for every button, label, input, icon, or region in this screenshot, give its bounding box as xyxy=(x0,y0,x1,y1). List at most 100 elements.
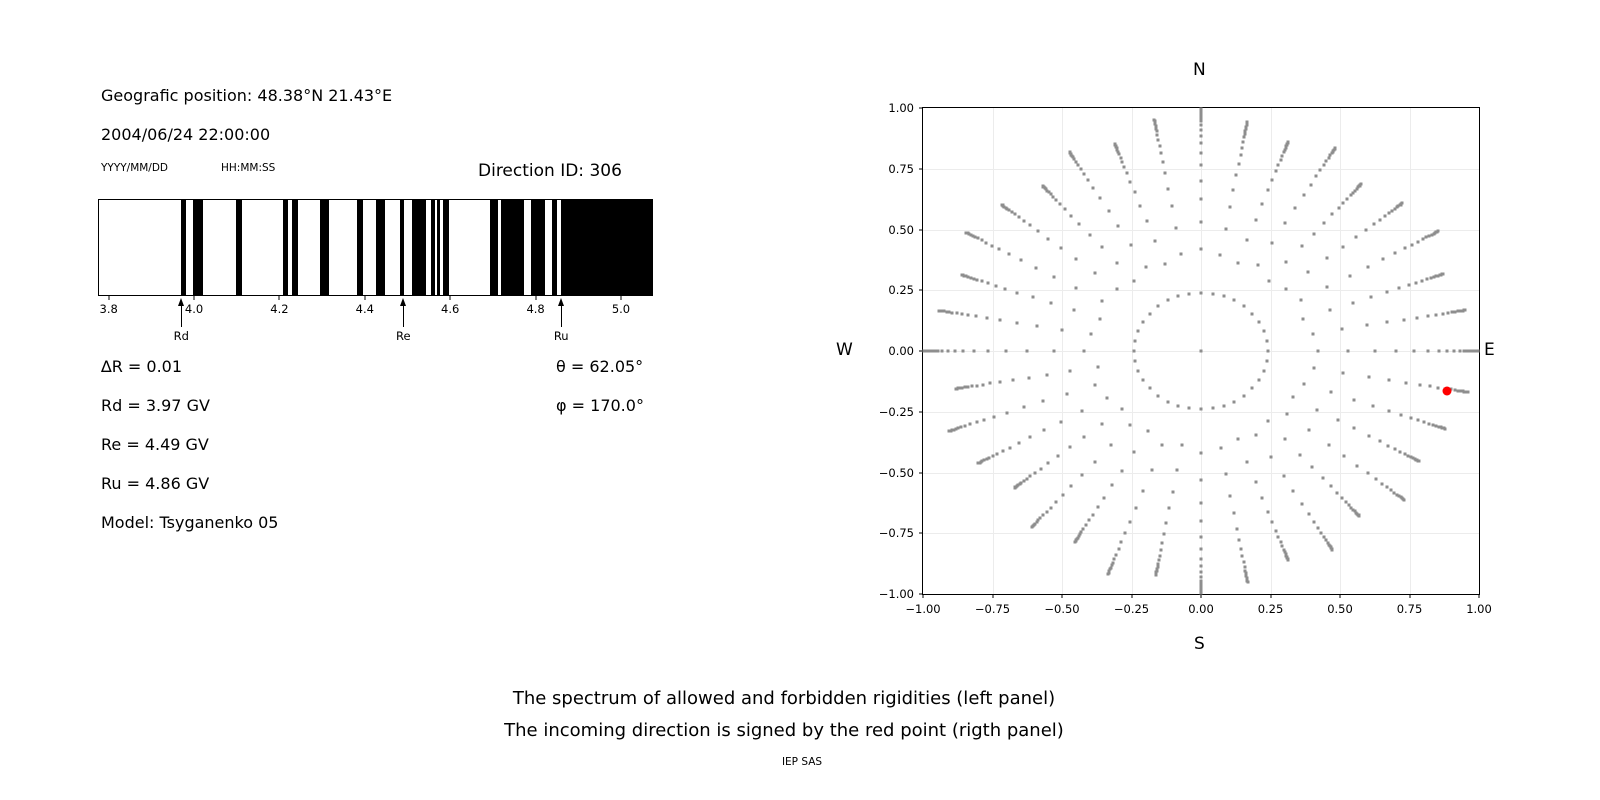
scatter-spoke-dot xyxy=(1364,228,1368,232)
scatter-spoke-dot xyxy=(1028,435,1032,439)
scatter-spoke-dot xyxy=(1199,501,1203,505)
scatter-spoke-dot xyxy=(1301,317,1305,321)
scatter-spoke-dot xyxy=(1199,134,1203,138)
marker-label: Ru xyxy=(553,329,569,343)
scatter-spoke-dot xyxy=(1246,580,1250,584)
scatter-spoke-dot xyxy=(1318,168,1322,172)
x-tick-label: 0.25 xyxy=(1257,602,1284,616)
marker-label: Re xyxy=(395,329,411,343)
scatter-spoke-dot xyxy=(1158,144,1162,148)
scatter-spoke-dot xyxy=(1199,579,1203,583)
scatter-spoke-dot xyxy=(928,349,932,353)
scatter-spoke-dot xyxy=(1279,540,1283,544)
scatter-spoke-dot xyxy=(1351,508,1355,512)
scatter-spoke-dot xyxy=(1199,564,1203,568)
scatter-spoke-dot xyxy=(1348,274,1352,278)
y-tick-label: 0.75 xyxy=(888,161,914,176)
scatter-spoke-dot xyxy=(1369,295,1373,299)
scatter-spoke-dot xyxy=(1402,318,1406,322)
scatter-spoke-dot xyxy=(1244,571,1248,575)
scatter-spoke-dot xyxy=(1403,452,1407,456)
scatter-spoke-dot xyxy=(1046,237,1050,241)
scatter-spoke-dot xyxy=(1459,389,1463,393)
scatter-spoke-dot xyxy=(1153,239,1157,243)
scatter-spoke-dot xyxy=(1385,320,1389,324)
scatter-spoke-dot xyxy=(1437,349,1441,353)
scatter-spoke-dot xyxy=(1417,459,1421,463)
scatter-spoke-dot xyxy=(1109,566,1113,570)
scatter-spoke-dot xyxy=(1005,207,1009,211)
scatter-ring-dot xyxy=(1250,312,1254,315)
forbidden-rigidity-band xyxy=(399,200,404,295)
gridline-horizontal xyxy=(923,290,1479,292)
marker-arrow-shaft xyxy=(560,305,562,327)
scatter-ring-dot xyxy=(1133,339,1137,343)
scatter-spoke-dot xyxy=(1159,548,1163,552)
scatter-spoke-dot xyxy=(1387,409,1391,413)
scatter-ring-dot xyxy=(1132,349,1136,353)
scatter-spoke-dot xyxy=(1395,205,1399,209)
scatter-spoke-dot xyxy=(1351,301,1355,305)
marker-label: Rd xyxy=(173,329,189,343)
scatter-spoke-dot xyxy=(1019,481,1023,485)
scatter-spoke-dot xyxy=(1060,328,1064,332)
scatter-spoke-dot xyxy=(1047,190,1051,194)
scatter-spoke-dot xyxy=(954,387,958,391)
scatter-spoke-dot xyxy=(1199,557,1203,561)
marker-arrow-shaft xyxy=(180,305,182,327)
scatter-spoke-dot xyxy=(1170,204,1174,208)
scatter-spoke-dot xyxy=(1280,154,1284,158)
scatter-spoke-dot xyxy=(933,349,937,353)
scatter-spoke-dot xyxy=(1237,538,1241,542)
x-tick-mark xyxy=(1200,594,1202,598)
scatter-spoke-dot xyxy=(1236,261,1240,265)
rigidity-tick-mark xyxy=(108,296,110,300)
scatter-spoke-dot xyxy=(945,310,949,314)
scatter-spoke-dot xyxy=(1283,221,1287,225)
scatter-spoke-dot xyxy=(1450,310,1454,314)
scatter-spoke-dot xyxy=(1393,251,1397,255)
scatter-spoke-dot xyxy=(1174,226,1178,230)
scatter-spoke-dot xyxy=(956,426,960,430)
y-tick-mark xyxy=(919,350,923,352)
rigidity-tick-mark xyxy=(278,296,280,300)
scatter-spoke-dot xyxy=(1051,195,1055,199)
scatter-spoke-dot xyxy=(1082,435,1086,439)
scatter-spoke-dot xyxy=(1432,275,1436,279)
scatter-spoke-dot xyxy=(1341,201,1345,205)
scatter-spoke-dot xyxy=(1228,205,1232,209)
scatter-spoke-dot xyxy=(1164,521,1168,525)
rigidity-tick-mark xyxy=(535,296,537,300)
scatter-spoke-dot xyxy=(1441,312,1445,316)
scatter-spoke-dot xyxy=(1027,376,1031,380)
scatter-spoke-dot xyxy=(1199,114,1203,118)
scatter-spoke-dot xyxy=(1458,349,1462,353)
scatter-spoke-dot xyxy=(1436,386,1440,390)
scatter-spoke-dot xyxy=(1054,500,1058,504)
x-tick-label: 1.00 xyxy=(1466,602,1492,616)
scatter-spoke-dot xyxy=(969,276,973,280)
scatter-spoke-dot xyxy=(1199,179,1203,183)
scatter-spoke-dot xyxy=(1038,516,1042,520)
scatter-spoke-dot xyxy=(946,349,950,353)
scatter-ring-dot xyxy=(1148,312,1152,315)
y-tick-mark xyxy=(919,289,923,291)
forbidden-rigidity-band xyxy=(551,200,558,295)
scatter-spoke-dot xyxy=(1397,286,1401,290)
scatter-spoke-dot xyxy=(1133,190,1137,194)
scatter-ring-dot xyxy=(1211,292,1215,296)
scatter-spoke-dot xyxy=(1072,308,1076,312)
scatter-spoke-dot xyxy=(972,349,976,353)
scatter-spoke-dot xyxy=(1374,477,1378,481)
scatter-spoke-dot xyxy=(985,316,989,320)
scatter-spoke-dot xyxy=(1128,423,1132,427)
scatter-spoke-dot xyxy=(1245,460,1249,464)
scatter-spoke-dot xyxy=(1079,530,1083,534)
scatter-spoke-dot xyxy=(970,384,974,388)
scatter-spoke-dot xyxy=(1437,425,1441,429)
scatter-spoke-dot xyxy=(990,244,994,248)
scatter-spoke-dot xyxy=(1367,434,1371,438)
scatter-ring-dot xyxy=(1156,394,1160,398)
scatter-spoke-dot xyxy=(1025,477,1029,481)
scatter-spoke-dot xyxy=(1199,107,1203,111)
